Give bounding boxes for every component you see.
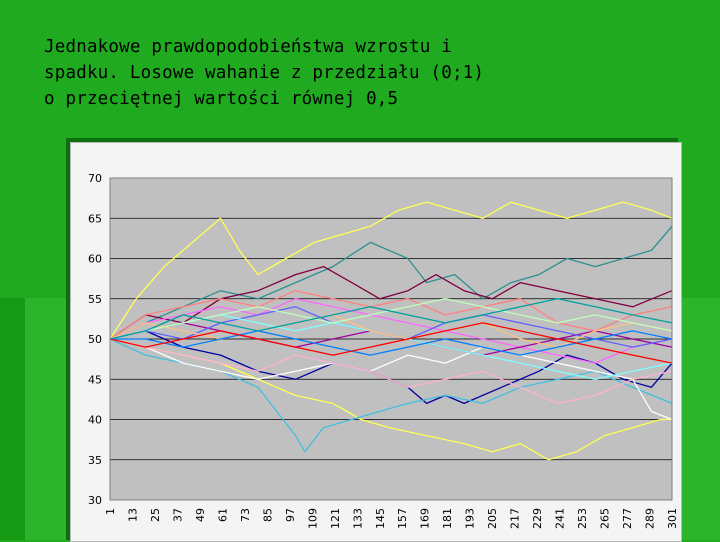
x-tick-label: 181 [441, 508, 454, 529]
y-tick-label: 70 [88, 172, 102, 185]
x-tick-label: 85 [261, 508, 274, 522]
series-line-1 [109, 201, 673, 340]
y-tick-label: 55 [88, 293, 102, 306]
series-line-2 [109, 225, 673, 340]
y-axis-tick-labels: 30 35 40 45 50 55 60 65 70 [88, 172, 102, 507]
x-tick-label: 37 [171, 508, 184, 522]
series-line-10 [109, 290, 673, 340]
x-tick-label: 97 [284, 508, 297, 522]
y-tick-label: 35 [88, 454, 102, 467]
x-tick-label: 277 [621, 508, 634, 529]
x-tick-label: 301 [666, 508, 679, 529]
x-tick-label: 1 [104, 508, 117, 515]
background-shade-left [0, 298, 25, 540]
x-tick-label: 253 [576, 508, 589, 529]
x-tick-label: 193 [464, 508, 477, 529]
x-tick-label: 205 [486, 508, 499, 529]
x-tick-label: 265 [599, 508, 612, 529]
x-axis-tick-labels: 1 13 25 37 49 61 73 85 97 109 121 133 145 157 169 181 19… [104, 508, 679, 529]
series-line-17 [109, 322, 673, 364]
y-tick-label: 60 [88, 253, 102, 266]
series-line-3 [109, 265, 673, 340]
slide-title: Jednakowe prawdopodobieństwa wzrostu i s… [44, 37, 485, 109]
plot-border [109, 177, 673, 501]
x-tick-label: 157 [396, 508, 409, 529]
series-line-7 [109, 338, 673, 421]
x-tick-label: 25 [149, 508, 162, 522]
series-line-8 [109, 298, 673, 364]
x-tick-label: 109 [306, 508, 319, 529]
y-tick-label: 50 [88, 333, 102, 346]
x-tick-label: 133 [351, 508, 364, 529]
x-tick-label: 169 [419, 508, 432, 529]
series-line-18 [109, 298, 673, 340]
y-tick-label: 45 [88, 373, 102, 386]
series-lines [109, 201, 673, 461]
x-tick-label: 13 [126, 508, 139, 522]
y-tick-label: 30 [88, 494, 102, 507]
x-tick-label: 217 [509, 508, 522, 529]
x-tick-label: 49 [194, 508, 207, 522]
y-tick-label: 40 [88, 414, 102, 427]
x-tick-label: 229 [531, 508, 544, 529]
x-tick-label: 73 [239, 508, 252, 522]
x-tick-label: 241 [554, 508, 567, 529]
x-tick-label: 61 [216, 508, 229, 522]
x-tick-label: 289 [644, 508, 657, 529]
y-tick-label: 65 [88, 212, 102, 225]
x-tick-label: 121 [329, 508, 342, 529]
x-tick-label: 145 [374, 508, 387, 529]
series-line-12 [109, 338, 673, 405]
